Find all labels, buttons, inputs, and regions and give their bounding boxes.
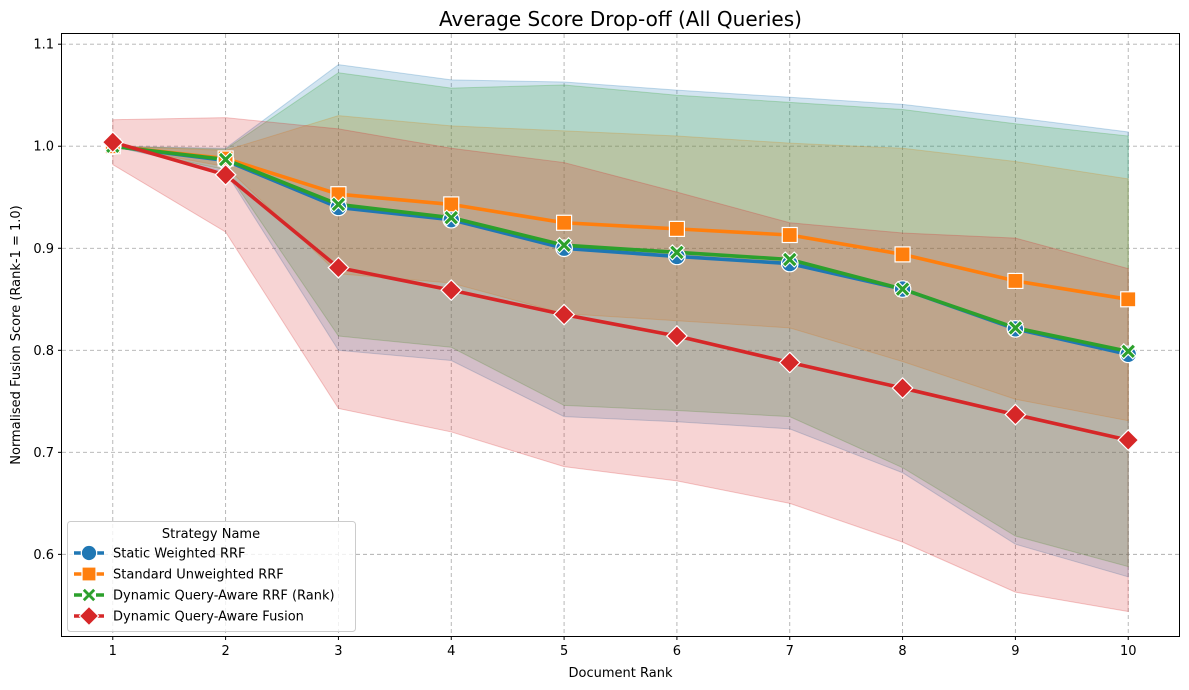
marker-static-weighted-rrf [780,254,799,273]
x-tick-label: 1 [109,644,117,659]
series-lines [110,140,1131,442]
legend-items: Static Weighted RRF Standard Unweighted R… [74,544,335,627]
marker-standard-unweighted-rrf [555,214,573,231]
legend-marker [81,587,97,603]
chart-title: Average Score Drop-off (All Queries) [439,7,802,31]
marker-standard-unweighted-rrf [894,246,911,263]
x-tick-label: 4 [447,644,455,659]
band-dynamic-query-aware-fusion [112,117,1129,613]
marker-dynamic-query-aware-rrf-rank [894,280,911,298]
marker-standard-unweighted-rrf [1120,291,1137,308]
legend-item: Standard Unweighted RRF [74,566,284,583]
x-tick-label: 3 [334,644,342,659]
y-tick-label: 0.7 [33,446,54,461]
x-tick-label: 2 [221,644,229,659]
marker-dynamic-query-aware-fusion [327,256,350,279]
y-tick-label: 0.9 [33,242,54,257]
marker-standard-unweighted-rrf [781,226,798,244]
marker-standard-unweighted-rrf [443,196,460,213]
marker-dynamic-query-aware-fusion [778,351,801,374]
x-tick-label: 6 [673,644,681,659]
legend-title: Strategy Name [162,527,260,542]
marker-dynamic-query-aware-rrf-rank [330,196,347,213]
marker-dynamic-query-aware-fusion [891,377,914,400]
legend-label: Dynamic Query-Aware Fusion [113,610,304,625]
marker-dynamic-query-aware-fusion [214,163,237,186]
marker-dynamic-query-aware-rrf-rank [1119,343,1137,360]
legend-label: Standard Unweighted RRF [113,568,284,583]
marker-dynamic-query-aware-fusion [665,324,688,348]
line-dynamic-query-aware-fusion [110,140,1131,442]
marker-dynamic-query-aware-fusion [440,279,463,302]
x-axis-ticks: 1 2 3 4 5 6 7 8 9 10 [109,636,1137,659]
x-tick-label: 10 [1120,644,1137,659]
marker-dynamic-query-aware-rrf-rank [442,209,460,226]
x-tick-label: 9 [1011,644,1019,659]
x-axis-label: Document Rank [569,666,673,681]
legend-marker [81,566,97,582]
marker-static-weighted-rrf [668,247,686,266]
legend-item: Dynamic Query-Aware RRF (Rank) [74,587,335,604]
y-tick-label: 0.8 [33,344,54,359]
marker-dynamic-query-aware-rrf-rank [1007,319,1024,337]
marker-dynamic-query-aware-rrf-rank [555,236,573,254]
legend-item: Dynamic Query-Aware Fusion [74,605,304,627]
marker-standard-unweighted-rrf [1007,272,1024,290]
legend-box [67,521,356,632]
marker-standard-unweighted-rrf [668,220,686,237]
line-standard-unweighted-rrf [110,144,1131,302]
y-axis-label: Normalised Fusion Score (Rank-1 = 1.0) [9,205,24,464]
series-markers [101,131,1140,452]
marker-dynamic-query-aware-rrf-rank [668,244,686,261]
legend: Strategy Name Static Weighted RRF Standar… [67,521,356,632]
x-tick-label: 5 [560,644,568,659]
line-dynamic-query-aware-rrf-rank [110,144,1131,354]
plot-frame [61,33,1180,637]
marker-dynamic-query-aware-fusion [553,303,576,326]
marker-dynamic-query-aware-fusion [1117,429,1140,452]
x-tick-label: 7 [786,644,794,659]
marker-dynamic-query-aware-rrf-rank [217,151,234,168]
legend-label: Static Weighted RRF [113,547,246,562]
legend-item: Static Weighted RRF [74,544,246,562]
legend-label: Dynamic Query-Aware RRF (Rank) [113,589,335,604]
y-axis-ticks: 0.6 0.7 0.8 0.9 1.0 1.1 [33,38,62,563]
y-tick-label: 1.0 [33,140,54,155]
legend-marker [78,605,100,627]
grid-lines [62,34,1179,636]
y-tick-label: 0.6 [33,548,54,563]
legend-marker [80,544,98,562]
marker-dynamic-query-aware-fusion [1004,403,1027,426]
x-tick-label: 8 [898,644,906,659]
marker-dynamic-query-aware-fusion [101,131,124,154]
y-tick-label: 1.1 [33,38,54,53]
marker-dynamic-query-aware-rrf-rank [781,251,799,268]
